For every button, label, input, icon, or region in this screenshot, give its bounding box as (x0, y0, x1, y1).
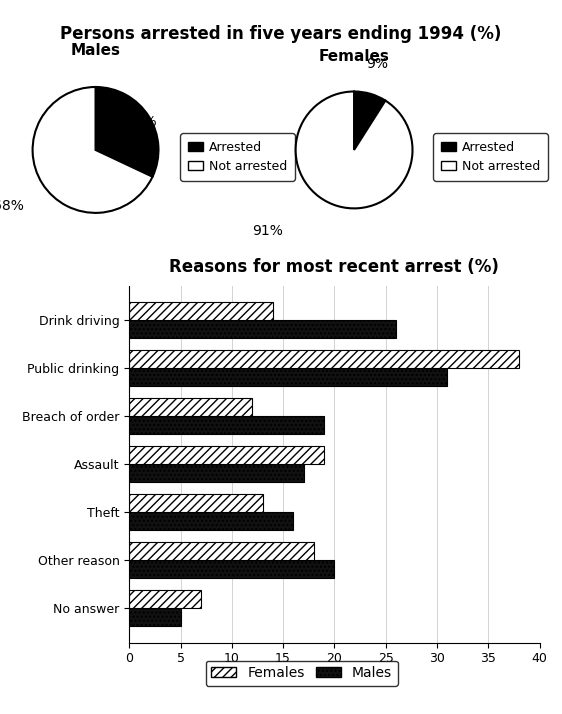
Bar (129, 350, 519, 368)
Bar (129, 590, 201, 608)
Bar (129, 542, 314, 560)
Bar (129, 494, 262, 512)
Text: 9%: 9% (366, 57, 388, 71)
Text: 68%: 68% (0, 198, 24, 213)
Legend: Females, Males: Females, Males (206, 660, 397, 685)
Title: Males: Males (71, 43, 120, 58)
Legend: Arrested, Not arrested: Arrested, Not arrested (433, 134, 548, 181)
Bar (129, 608, 180, 626)
Wedge shape (354, 91, 386, 150)
Bar (129, 320, 396, 338)
Title: Females: Females (319, 49, 389, 64)
Bar (129, 446, 324, 464)
Wedge shape (96, 87, 158, 177)
Bar (129, 560, 334, 578)
Bar (129, 368, 447, 386)
Bar (129, 302, 273, 320)
Bar (129, 398, 252, 416)
Title: Reasons for most recent arrest (%): Reasons for most recent arrest (%) (170, 258, 499, 276)
Wedge shape (33, 87, 152, 213)
Text: 91%: 91% (252, 223, 283, 238)
Wedge shape (296, 91, 413, 208)
Text: Persons arrested in five years ending 1994 (%): Persons arrested in five years ending 19… (60, 25, 502, 43)
Text: 32%: 32% (127, 116, 157, 129)
Bar (129, 512, 293, 531)
Bar (129, 464, 303, 483)
Legend: Arrested, Not arrested: Arrested, Not arrested (180, 134, 295, 181)
Bar (129, 416, 324, 434)
